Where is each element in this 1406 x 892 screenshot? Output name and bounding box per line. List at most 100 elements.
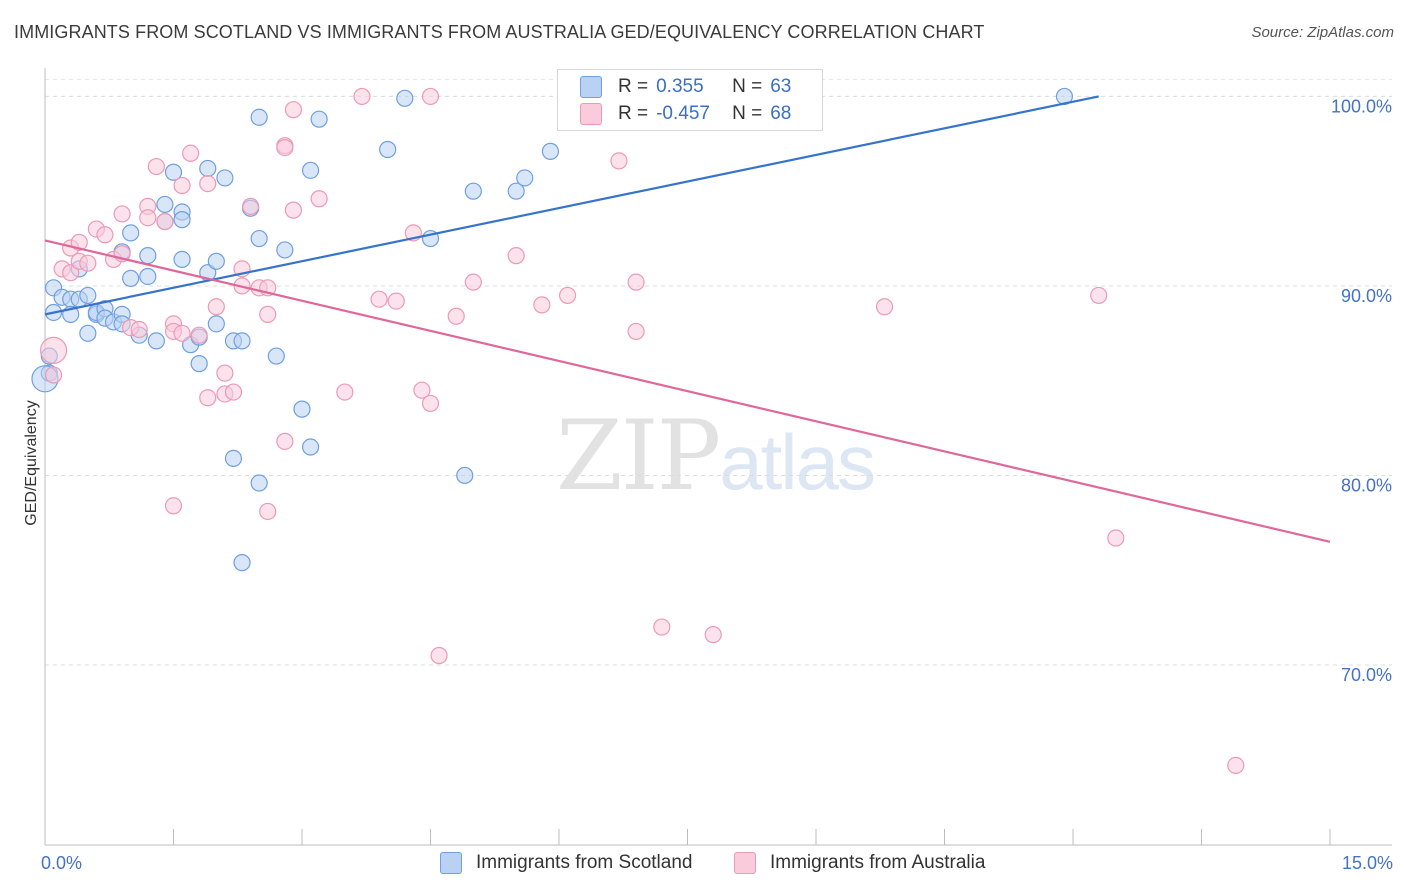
australia-point xyxy=(627,322,645,341)
r-label: R = xyxy=(618,103,649,124)
scotland-point xyxy=(541,142,560,160)
australia-point xyxy=(336,383,354,401)
scotland-trend-line xyxy=(44,95,1099,316)
legend-row-scotland: R = 0.355 N = 63 xyxy=(580,74,791,100)
y-tick-label: 70.0% xyxy=(1341,665,1392,685)
scotland-point xyxy=(507,182,525,200)
australia-point xyxy=(421,394,440,413)
scotland-point xyxy=(224,449,243,467)
australia-point xyxy=(62,264,80,282)
watermark: ZIPatlas xyxy=(556,400,876,512)
australia-trend-line xyxy=(44,239,1331,543)
bottom-legend-australia: Immigrants from Australia xyxy=(734,852,985,874)
australia-point xyxy=(70,233,88,251)
australia-point xyxy=(199,389,217,407)
scotland-point xyxy=(464,182,482,200)
australia-point xyxy=(130,320,148,339)
scotland-point xyxy=(250,108,268,126)
australia-point xyxy=(533,296,551,314)
axes xyxy=(44,68,1392,846)
australia-point xyxy=(610,152,628,170)
scotland-r-value: 0.355 xyxy=(656,76,704,97)
australia-point xyxy=(173,324,191,342)
australia-point xyxy=(96,226,114,244)
r-label: R = xyxy=(618,76,649,97)
bottom-legend-scotland: Immigrants from Scotland xyxy=(440,852,692,874)
tick-labels: 70.0% 80.0% 90.0% 100.0% 0.0% 15.0% xyxy=(41,96,1393,873)
scotland-point xyxy=(122,269,140,287)
scotland-point xyxy=(190,355,208,373)
scotland-point xyxy=(79,286,97,305)
scotland-point xyxy=(456,466,474,485)
australia-point xyxy=(259,305,277,323)
scotland-point xyxy=(164,163,183,181)
australia-point xyxy=(1107,529,1125,547)
australia-point xyxy=(276,138,294,157)
scotland-point xyxy=(310,110,328,128)
scotland-point xyxy=(173,211,191,229)
australia-point xyxy=(627,273,645,291)
scotland-point xyxy=(233,332,251,350)
australia-point xyxy=(653,618,671,636)
australia-point xyxy=(413,381,431,399)
grid-lines xyxy=(45,78,1392,666)
australia-point xyxy=(164,497,183,515)
scotland-point xyxy=(250,229,268,248)
australia-point xyxy=(216,364,234,382)
scotland-legend-swatch xyxy=(440,852,462,874)
australia-point xyxy=(370,290,388,308)
australia-point xyxy=(156,212,174,231)
australia-point xyxy=(39,336,68,364)
y-tick-label: 100.0% xyxy=(1331,96,1392,116)
n-label: N = xyxy=(732,76,763,97)
y-tick-label: 90.0% xyxy=(1341,286,1392,306)
australia-point xyxy=(173,176,191,195)
australia-point xyxy=(242,197,260,215)
australia-legend-label: Immigrants from Australia xyxy=(770,852,986,873)
scotland-point xyxy=(516,169,534,187)
n-label: N = xyxy=(732,103,763,124)
scotland-point xyxy=(139,247,157,265)
australia-point xyxy=(199,175,217,193)
australia-point xyxy=(558,286,577,305)
watermark-zip: ZIP xyxy=(556,400,721,512)
australia-point xyxy=(1227,756,1245,775)
australia-point xyxy=(704,626,722,644)
australia-point xyxy=(464,273,482,291)
australia-point xyxy=(284,201,303,219)
scotland-swatch xyxy=(580,76,602,98)
australia-point xyxy=(310,190,328,208)
australia-point xyxy=(79,254,97,272)
scotland-point xyxy=(147,332,165,350)
australia-point xyxy=(44,366,63,384)
data-points xyxy=(31,87,1245,775)
australia-swatch xyxy=(580,103,602,125)
australia-r-value: -0.457 xyxy=(656,103,710,124)
source-label: Source: ZipAtlas.com xyxy=(1251,24,1394,41)
scotland-point xyxy=(301,438,320,456)
australia-point xyxy=(139,209,157,227)
scotland-point xyxy=(267,347,285,365)
australia-point xyxy=(147,157,165,176)
australia-point xyxy=(507,247,525,265)
chart-title: IMMIGRANTS FROM SCOTLAND VS IMMIGRANTS F… xyxy=(14,22,985,42)
australia-point xyxy=(1090,286,1108,305)
australia-point xyxy=(430,646,448,665)
australia-point xyxy=(276,432,294,450)
australia-point xyxy=(190,326,208,344)
scotland-point xyxy=(396,89,414,107)
x-tick-label-max: 15.0% xyxy=(1342,853,1393,873)
australia-legend-swatch xyxy=(734,852,756,874)
australia-point xyxy=(113,205,131,223)
scotland-point xyxy=(216,169,234,187)
scotland-n-value: 63 xyxy=(770,76,792,97)
australia-point xyxy=(421,87,440,106)
scotland-point xyxy=(173,250,191,269)
scotland-point xyxy=(207,252,225,270)
y-axis-title: GED/Equivalency xyxy=(23,400,40,525)
australia-point xyxy=(207,298,225,316)
scotland-point xyxy=(139,267,157,286)
australia-point xyxy=(259,502,277,521)
australia-point xyxy=(447,307,465,325)
